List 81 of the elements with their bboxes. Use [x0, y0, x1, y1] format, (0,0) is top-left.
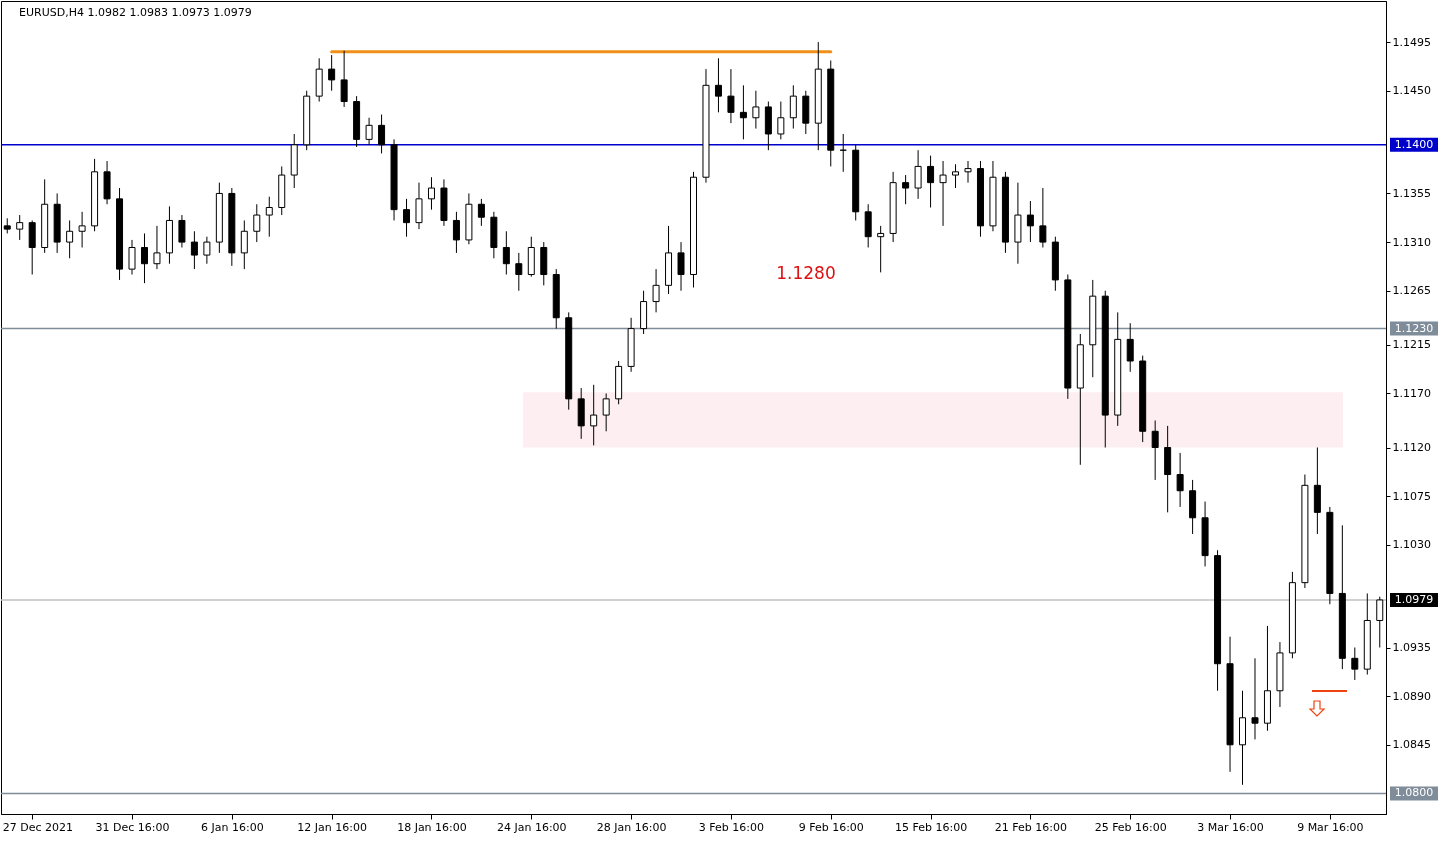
y-tick-label: 1.0935 — [1392, 641, 1431, 655]
ref-line-label: 1.0800 — [1394, 786, 1434, 800]
x-tick-label: 6 Jan 16:00 — [201, 820, 264, 834]
candlestick — [1251, 657, 1259, 740]
x-tick-label: 25 Feb 16:00 — [1094, 820, 1167, 834]
candlestick — [452, 211, 460, 254]
candlestick — [914, 149, 922, 200]
candlestick — [902, 174, 910, 205]
candlestick — [1176, 452, 1184, 508]
x-tick-label: 9 Mar 16:00 — [1297, 820, 1364, 834]
candlestick — [190, 230, 198, 270]
candlestick — [340, 50, 348, 108]
candlestick — [590, 384, 598, 446]
x-tick-label: 28 Jan 16:00 — [596, 820, 667, 834]
x-tick-label: 21 Feb 16:00 — [994, 820, 1067, 834]
candlestick — [652, 268, 660, 313]
candlestick — [253, 203, 261, 243]
candlestick — [140, 232, 148, 284]
y-tick-label: 1.0890 — [1392, 689, 1431, 703]
y-tick-label: 1.1120 — [1392, 441, 1431, 454]
x-tick-label: 31 Dec 16:00 — [95, 820, 170, 834]
candlestick — [477, 198, 485, 227]
y-tick-label: 1.1495 — [1392, 35, 1431, 49]
candlestick — [927, 155, 935, 208]
candlestick — [1039, 187, 1047, 248]
candlestick — [752, 90, 760, 130]
candlestick — [415, 182, 423, 230]
candlestick — [952, 163, 960, 189]
candlestick — [203, 236, 211, 265]
x-tick-label: 24 Jan 16:00 — [496, 820, 567, 834]
candlestick — [1351, 647, 1359, 681]
ref-line-label: 1.1400 — [1394, 137, 1434, 151]
candlestick — [328, 54, 336, 92]
x-tick-label: 9 Feb 16:00 — [798, 820, 864, 834]
candlestick — [964, 160, 972, 184]
candlestick — [16, 214, 24, 241]
candlestick — [502, 230, 510, 276]
candlestick — [178, 214, 186, 248]
candlestick — [727, 68, 735, 124]
candlestick — [877, 225, 885, 273]
candlestick — [1376, 596, 1384, 649]
candlestick — [939, 160, 947, 227]
chart-title: EURUSD,H4 1.0982 1.0983 1.0973 1.0979 — [19, 6, 252, 19]
y-tick-label: 1.1450 — [1392, 84, 1431, 98]
y-tick-label: 1.1215 — [1392, 338, 1431, 352]
candlestick — [777, 101, 785, 140]
x-tick-label: 12 Jan 16:00 — [297, 820, 367, 834]
candlestick — [1151, 419, 1159, 481]
candlestick — [378, 114, 386, 154]
candlestick — [789, 84, 797, 130]
x-tick-label: 3 Mar 16:00 — [1197, 820, 1264, 834]
candlestick — [515, 252, 523, 292]
ref-line-label: 1.1230 — [1394, 321, 1434, 335]
candlestick — [739, 84, 747, 140]
candlestick — [677, 241, 685, 292]
ref-line-label: 1.0979 — [1394, 592, 1434, 606]
y-tick-label: 1.0845 — [1392, 738, 1431, 752]
y-tick-label: 1.1355 — [1392, 186, 1431, 200]
candlestick — [365, 117, 373, 146]
candlestick — [240, 219, 248, 270]
x-tick-label: 18 Jan 16:00 — [397, 820, 467, 834]
candlestick — [78, 211, 86, 248]
y-tick-label: 1.1265 — [1392, 284, 1431, 298]
candlestick — [1126, 322, 1134, 373]
candlestick — [427, 176, 435, 211]
candlestick — [602, 392, 610, 432]
y-tick-label: 1.1310 — [1392, 235, 1431, 249]
x-tick-label: 27 Dec 2021 — [2, 820, 73, 834]
y-tick-label: 1.1075 — [1392, 489, 1431, 503]
candlestick — [153, 225, 161, 270]
annotation: 1.1280 — [776, 263, 836, 284]
candlestick — [128, 239, 136, 276]
y-tick-label: 1.1030 — [1392, 538, 1431, 552]
candlestick — [66, 219, 74, 259]
candlestick — [714, 57, 722, 113]
candlestick — [1026, 200, 1034, 243]
candlestick — [403, 198, 411, 238]
candlestick — [265, 196, 273, 238]
x-tick-label: 3 Feb 16:00 — [698, 820, 765, 834]
y-tick-label: 1.1170 — [1392, 386, 1431, 400]
x-tick-label: 15 Feb 16:00 — [894, 820, 968, 834]
